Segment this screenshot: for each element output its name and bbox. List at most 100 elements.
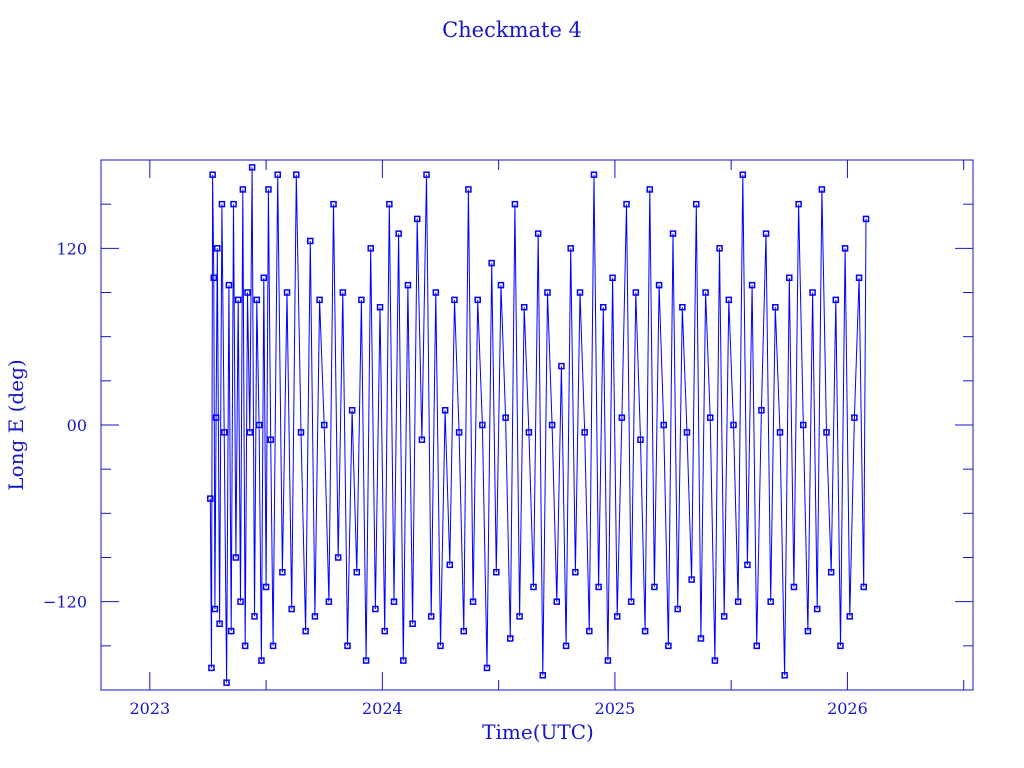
data-point xyxy=(623,200,630,208)
data-point xyxy=(609,274,616,282)
data-point xyxy=(465,186,472,193)
data-point xyxy=(572,568,579,576)
data-point xyxy=(720,613,728,620)
data-point xyxy=(216,620,223,627)
data-point xyxy=(818,186,826,193)
y-tick-label: 00 xyxy=(67,416,87,435)
data-point xyxy=(260,274,268,282)
data-point xyxy=(208,664,215,672)
data-point xyxy=(586,627,593,635)
data-point xyxy=(279,568,286,576)
data-point xyxy=(553,598,561,605)
data-point xyxy=(693,200,700,208)
data-point xyxy=(210,274,218,282)
data-point xyxy=(297,429,305,436)
data-point xyxy=(307,237,314,245)
data-point xyxy=(230,200,237,208)
data-point xyxy=(567,245,574,252)
data-point xyxy=(381,627,388,635)
data-point xyxy=(413,215,421,223)
data-point xyxy=(730,421,737,429)
data-point xyxy=(400,657,407,664)
data-point xyxy=(339,289,347,296)
data-point xyxy=(390,598,398,605)
data-point xyxy=(386,200,393,208)
data-point xyxy=(376,303,384,311)
data-point xyxy=(311,613,319,620)
data-point xyxy=(618,414,626,421)
data-point xyxy=(688,576,695,583)
data-point xyxy=(451,296,458,304)
data-point xyxy=(637,436,644,443)
data-point xyxy=(209,171,216,178)
data-point xyxy=(576,289,584,296)
data-point xyxy=(516,613,523,620)
data-point xyxy=(604,657,612,664)
data-point xyxy=(809,289,816,296)
data-point xyxy=(697,635,705,642)
data-point xyxy=(660,421,667,429)
data-point xyxy=(325,598,333,605)
data-point xyxy=(446,561,454,569)
data-point xyxy=(493,568,500,576)
data-point xyxy=(469,598,477,605)
data-point xyxy=(851,414,858,421)
data-point xyxy=(237,598,244,605)
data-point xyxy=(239,186,247,193)
data-point xyxy=(762,230,770,237)
data-point xyxy=(214,245,221,252)
data-point xyxy=(641,627,649,635)
x-axis-label: Time(UTC) xyxy=(482,720,594,744)
data-point xyxy=(632,289,640,296)
data-point xyxy=(409,620,416,627)
data-point xyxy=(827,568,835,576)
data-point xyxy=(772,303,779,311)
data-point xyxy=(520,303,528,311)
data-point xyxy=(455,429,463,436)
data-point xyxy=(258,657,265,664)
data-point xyxy=(786,274,793,282)
data-point xyxy=(262,583,270,591)
data-point xyxy=(437,642,444,650)
data-point xyxy=(679,303,686,311)
data-point xyxy=(511,200,519,208)
data-point xyxy=(265,186,272,193)
data-point xyxy=(234,296,242,304)
data-point xyxy=(362,657,370,664)
data-point xyxy=(358,296,365,304)
data-point xyxy=(600,303,607,311)
data-point xyxy=(367,245,374,252)
series-line xyxy=(209,167,867,683)
data-point xyxy=(562,642,570,650)
data-point xyxy=(288,605,295,613)
data-point xyxy=(595,583,602,591)
data-point xyxy=(800,421,807,429)
data-point xyxy=(683,429,691,436)
data-point xyxy=(776,429,784,436)
data-point xyxy=(267,436,274,443)
data-point xyxy=(804,627,812,635)
x-tick-label: 2023 xyxy=(129,699,170,718)
data-point xyxy=(404,281,412,289)
chart-title: Checkmate 4 xyxy=(442,18,582,42)
data-point xyxy=(525,429,533,436)
data-point xyxy=(860,583,867,591)
data-point xyxy=(225,281,233,289)
data-point xyxy=(232,554,240,561)
data-point xyxy=(207,495,214,502)
x-tick-label: 2024 xyxy=(362,699,403,718)
data-point xyxy=(841,245,849,252)
data-point xyxy=(251,613,258,620)
data-point xyxy=(293,171,300,178)
data-point xyxy=(711,657,719,664)
data-point xyxy=(716,245,723,252)
data-point xyxy=(241,642,249,650)
data-point xyxy=(441,407,449,414)
data-point xyxy=(460,627,468,635)
data-point xyxy=(507,635,514,642)
data-point xyxy=(423,171,430,178)
y-axis-label: Long E (deg) xyxy=(4,359,28,490)
data-point xyxy=(744,561,751,569)
data-point xyxy=(223,679,230,686)
y-tick-label: −120 xyxy=(43,593,87,612)
